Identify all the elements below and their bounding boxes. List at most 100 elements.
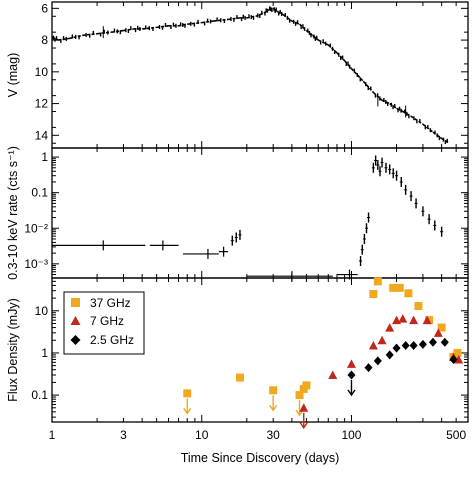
radio-point-37ghz (437, 323, 446, 332)
optical-point (236, 15, 238, 20)
optical-point (446, 138, 448, 143)
radio-point-7ghz (346, 359, 356, 368)
upper-limit-arrowhead (299, 422, 308, 430)
optical-point (158, 24, 161, 29)
radio-point-37ghz (269, 386, 278, 395)
radio-point-25ghz (440, 337, 449, 347)
optical-point (288, 18, 291, 23)
xray-series (52, 155, 444, 282)
optical-point (427, 124, 429, 129)
panel-xray-frame (51, 147, 469, 279)
optical-point (54, 37, 56, 42)
optical-point (353, 68, 356, 73)
radio-point-7ghz (299, 403, 309, 412)
optical-point (370, 86, 372, 91)
optical-point (286, 15, 289, 20)
optical-point (85, 32, 87, 37)
optical-point (294, 21, 297, 26)
optical-point (203, 21, 206, 26)
optical-point (356, 73, 359, 77)
optical-point (259, 13, 261, 18)
optical-series (51, 6, 450, 145)
optical-point (175, 23, 177, 28)
y-tick-label-optical: 10 (35, 65, 49, 79)
radio-point-25ghz (428, 337, 437, 347)
optical-point (144, 25, 147, 30)
optical-point (338, 52, 340, 57)
optical-point (434, 130, 436, 135)
optical-point (127, 28, 130, 33)
optical-point (130, 26, 132, 31)
optical-point (416, 119, 418, 124)
optical-point (365, 82, 367, 87)
optical-point (107, 30, 109, 35)
optical-point (329, 43, 332, 48)
x-tick-label: 100 (341, 428, 361, 442)
optical-point (345, 61, 347, 66)
radio-point-7ghz (454, 354, 464, 364)
upper-limit-arrowhead (183, 407, 192, 415)
legend-label-7ghz: 7 GHz (90, 314, 124, 328)
axis-ticks (51, 2, 469, 422)
optical-point (161, 25, 164, 30)
optical-point (383, 97, 385, 102)
optical-segment (350, 68, 364, 82)
radio-point-25ghz (364, 363, 373, 373)
optical-point (307, 28, 309, 33)
radio-point-7ghz (328, 370, 338, 379)
legend-label-37ghz: 37 GHz (90, 296, 131, 310)
radio-point-25ghz (418, 339, 427, 349)
legend-marker-37ghz (71, 298, 80, 307)
y-tick-label-optical: 8 (41, 33, 48, 47)
optical-point (242, 14, 244, 19)
radio-point-7ghz (392, 315, 402, 325)
optical-point (419, 119, 421, 124)
upper-limit-arrowhead (269, 404, 278, 412)
optical-point (257, 13, 259, 18)
optical-point (78, 35, 80, 40)
optical-point (436, 133, 438, 138)
ylabel-optical: V (mag) (6, 53, 20, 97)
radio-point-37ghz (183, 389, 192, 398)
optical-point (148, 26, 151, 31)
xlabel: Time Since Discovery (days) (181, 451, 340, 465)
optical-point (386, 101, 389, 106)
optical-point (302, 24, 304, 29)
radio-point-25ghz (449, 354, 458, 364)
tick-labels: 1 3 10 30 100 500 6 8 10 12 14 1 0.1 10⁻² 10⁻³ 10 1 0.1 (24, 1, 466, 442)
radio-point-37ghz (453, 348, 462, 357)
optical-point (296, 20, 299, 25)
optical-point (75, 34, 77, 39)
optical-point (60, 38, 62, 43)
optical-point (341, 55, 344, 60)
radio-point-25ghz (409, 341, 418, 351)
optical-point (397, 108, 399, 113)
optical-point (220, 18, 222, 23)
x-tick-label: 30 (267, 428, 281, 442)
radio-point-7ghz (385, 323, 395, 332)
optical-point (269, 6, 271, 11)
optical-point (316, 35, 318, 40)
optical-point (103, 29, 105, 34)
optical-point (152, 26, 154, 31)
optical-point (392, 105, 394, 110)
y-tick-label-xray: 1 (41, 150, 48, 164)
optical-point (99, 32, 102, 37)
optical-point (65, 36, 67, 41)
optical-point (279, 9, 281, 14)
ylabel-radio: Flux Density (mJy) (6, 298, 20, 401)
optical-point (331, 46, 334, 51)
optical-point (223, 19, 226, 24)
optical-point (116, 29, 119, 34)
y-tick-label-optical: 12 (35, 97, 49, 111)
optical-point (184, 23, 186, 28)
radio-point-37ghz (389, 283, 398, 292)
optical-point (170, 25, 172, 30)
optical-point (385, 99, 387, 104)
optical-point (113, 28, 116, 33)
radio-point-7ghz (409, 315, 419, 325)
x-tick-label: 10 (195, 428, 209, 442)
panel-optical-frame (51, 1, 469, 149)
optical-point (206, 18, 209, 23)
